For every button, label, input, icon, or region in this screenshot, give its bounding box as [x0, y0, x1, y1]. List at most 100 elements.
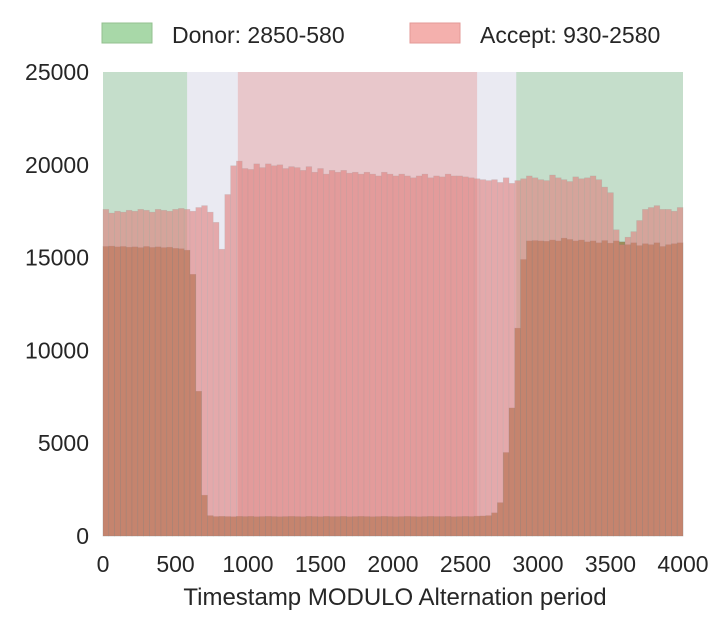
bar — [357, 173, 365, 537]
legend-swatch-donor — [101, 22, 153, 44]
bar — [334, 171, 342, 537]
y-tick-label: 10000 — [25, 337, 89, 363]
bar — [236, 160, 243, 537]
bar — [183, 209, 191, 537]
bar — [282, 168, 289, 537]
bar — [323, 173, 330, 537]
x-tick-label: 0 — [97, 551, 110, 577]
bar — [288, 166, 295, 537]
bar — [584, 177, 591, 537]
x-tick-label: 2500 — [440, 551, 491, 577]
bar — [143, 209, 150, 537]
x-axis-label: Timestamp MODULO Alternation period — [183, 584, 606, 611]
bar — [328, 170, 336, 537]
x-tick-label: 3500 — [585, 551, 636, 577]
bar — [166, 210, 173, 537]
bar — [665, 209, 672, 537]
bar — [671, 210, 678, 537]
y-tick-label: 20000 — [25, 152, 89, 178]
bar — [160, 209, 168, 537]
bar — [549, 174, 556, 537]
bar — [392, 175, 400, 537]
bar — [154, 209, 162, 537]
bar — [404, 175, 411, 537]
bar — [212, 222, 220, 537]
bar — [270, 165, 278, 537]
bar — [479, 179, 487, 537]
bar — [398, 173, 405, 537]
y-tick-labels: 0 5000 10000 15000 20000 25000 — [25, 59, 89, 549]
bar — [201, 205, 208, 537]
bar — [311, 171, 318, 537]
bar — [276, 164, 284, 537]
legend-label-accept: Accept: 930-2580 — [480, 22, 660, 48]
bar — [485, 180, 492, 537]
bar — [659, 209, 666, 537]
bar — [299, 170, 307, 537]
bar — [189, 210, 197, 537]
bar — [207, 211, 214, 537]
x-tick-label: 1500 — [295, 551, 346, 577]
bar — [439, 176, 446, 537]
bar — [195, 207, 202, 537]
bar — [433, 175, 440, 537]
bar — [520, 178, 527, 537]
bar — [108, 212, 115, 537]
y-tick-label: 0 — [76, 523, 89, 549]
bar — [363, 171, 371, 537]
bar — [265, 163, 272, 537]
bar — [381, 171, 388, 537]
bar — [531, 177, 539, 537]
bar — [572, 176, 579, 537]
bar — [462, 176, 469, 537]
x-tick-label: 4000 — [657, 551, 708, 577]
bar — [427, 177, 434, 537]
bar — [589, 175, 597, 537]
x-tick-label: 1000 — [222, 551, 273, 577]
bar — [676, 207, 684, 537]
x-tick-label: 3000 — [512, 551, 563, 577]
bar — [537, 179, 545, 537]
bar — [491, 179, 498, 537]
bar — [456, 175, 463, 537]
bar — [305, 166, 313, 537]
x-tick-label: 500 — [156, 551, 194, 577]
legend-swatch-accept — [409, 22, 461, 44]
legend-label-donor: Donor: 2850-580 — [172, 22, 345, 48]
bar — [555, 177, 562, 537]
bar — [578, 178, 585, 537]
bar — [497, 182, 504, 537]
bar — [131, 210, 139, 537]
bar — [120, 211, 127, 537]
bar — [178, 208, 185, 537]
bar — [149, 211, 156, 537]
x-tick-label: 2000 — [367, 551, 418, 577]
bar — [346, 172, 353, 537]
bar — [647, 207, 655, 537]
series-1-bars — [102, 160, 684, 537]
bar — [526, 175, 533, 537]
bar — [230, 165, 237, 537]
bar — [259, 167, 266, 537]
bar — [241, 168, 249, 537]
bar — [630, 231, 637, 537]
bar — [468, 177, 475, 537]
bar — [450, 175, 458, 537]
y-tick-label: 15000 — [25, 245, 89, 271]
bar — [340, 170, 347, 537]
bar — [653, 205, 661, 537]
bar — [624, 236, 632, 537]
bar — [421, 173, 429, 537]
bar — [560, 179, 568, 537]
bar — [253, 163, 260, 537]
y-tick-label: 25000 — [25, 59, 89, 85]
bar — [607, 192, 614, 537]
bar — [218, 248, 226, 537]
bar — [247, 169, 255, 537]
bar — [514, 180, 521, 537]
bar — [410, 177, 417, 537]
bar — [137, 209, 144, 537]
bar — [636, 220, 643, 537]
y-tick-label: 5000 — [38, 430, 89, 456]
